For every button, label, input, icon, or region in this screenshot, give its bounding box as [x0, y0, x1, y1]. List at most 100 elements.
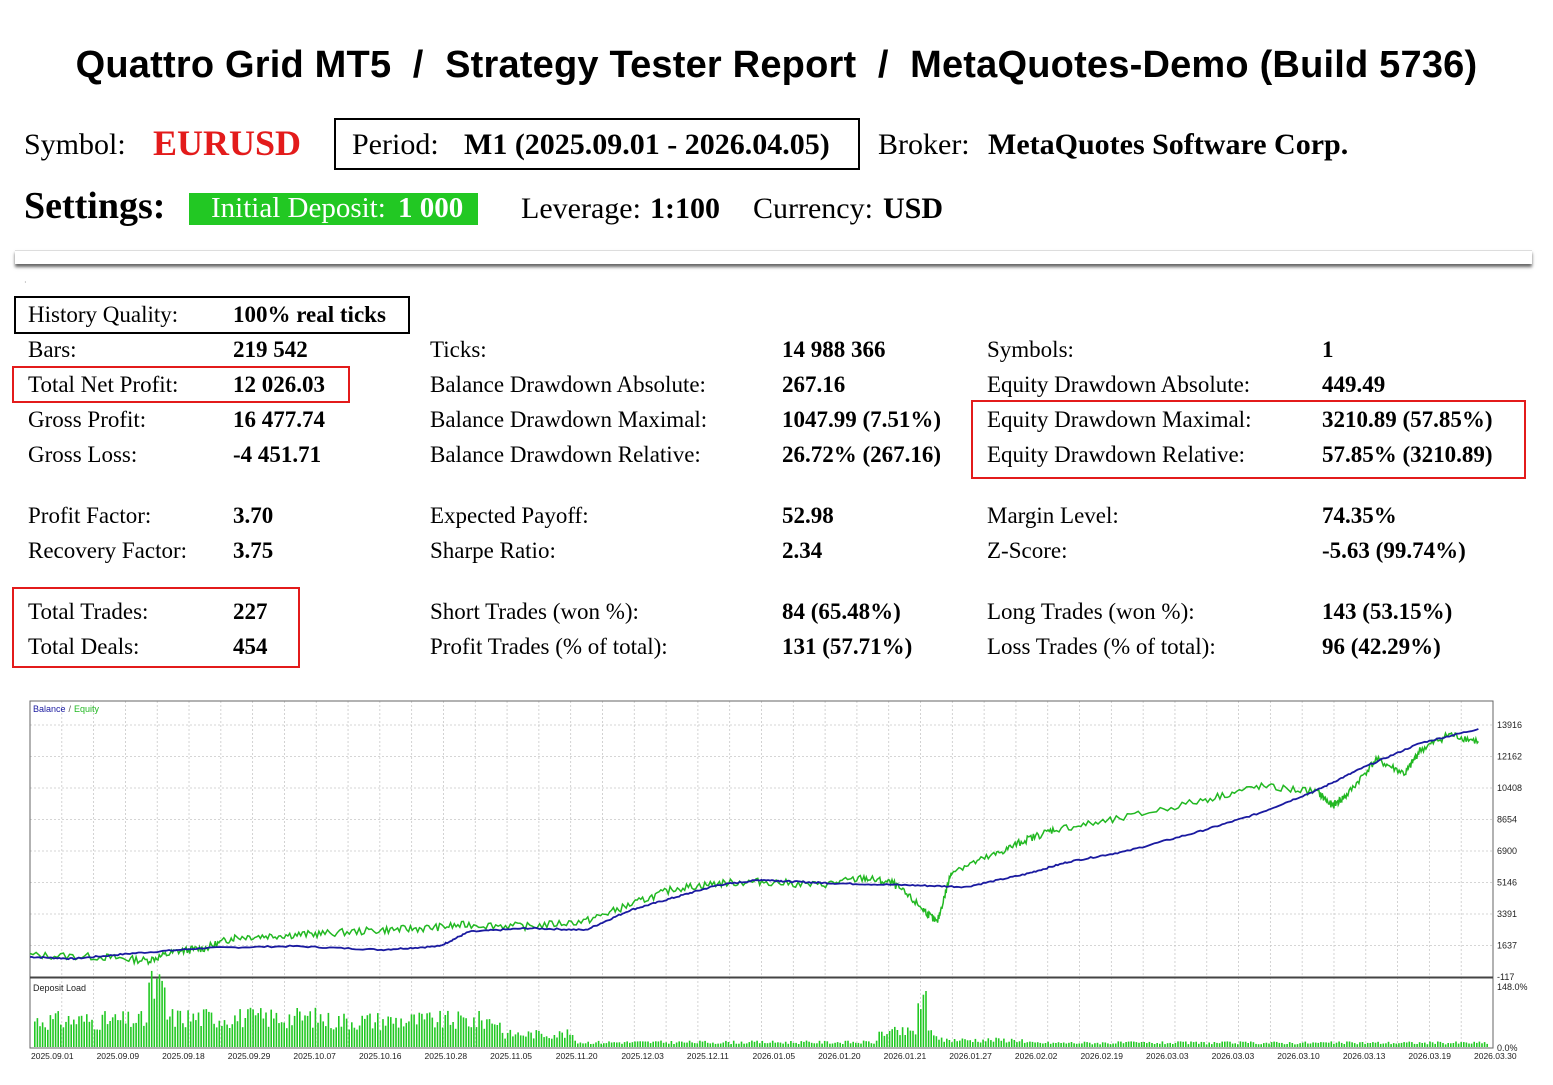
legend: Balance / Equity [33, 704, 100, 714]
deposit-load-bar [153, 998, 156, 1047]
x-tick-label: 2026.03.03 [1212, 1051, 1255, 1061]
deposit-load-bar [1086, 1042, 1088, 1047]
deposit-load-bar [75, 1024, 78, 1047]
deposit-load-bar [361, 1015, 363, 1047]
deposit-load-bar [1234, 1043, 1236, 1047]
deposit-load-bar [234, 1015, 236, 1047]
deposit-load-bar [166, 1019, 169, 1047]
deposit-load-bar [717, 1043, 719, 1047]
deposit-load-bar [797, 1044, 800, 1047]
long-trades-value: 143 (53.15%) [1322, 599, 1453, 624]
x-tick-label: 2026.02.02 [1015, 1051, 1058, 1061]
deposit-load-bar [449, 1024, 452, 1047]
deposit-load-bar [1268, 1043, 1270, 1047]
recovery-factor-label: Recovery Factor: [28, 538, 188, 563]
short-trades-value: 84 (65.48%) [782, 599, 901, 624]
deposit-load-bar [693, 1043, 696, 1047]
deposit-load-bar [683, 1042, 686, 1047]
deposit-load-bar [1226, 1041, 1229, 1047]
deposit-load-bar [982, 1039, 984, 1047]
deposit-load-bar [122, 1011, 124, 1047]
symbol-info-row: Symbol: EURUSD Period: M1 (2025.09.01 - … [0, 118, 1553, 172]
deposit-load-bar [260, 1008, 262, 1047]
deposit-load-bar [288, 1014, 291, 1047]
deposit-load-bar [878, 1031, 880, 1047]
deposit-load-bar [618, 1042, 621, 1047]
deposit-load-bar [1055, 1043, 1057, 1047]
deposit-load-bar [1117, 1041, 1120, 1047]
deposit-load-bar [343, 1013, 345, 1047]
deposit-load-bar [678, 1041, 680, 1047]
deposit-load-bar [914, 1034, 917, 1047]
deposit-load-bar [790, 1041, 792, 1047]
deposit-load-bar [782, 1043, 784, 1047]
deposit-load-bar [1483, 1042, 1486, 1047]
deposit-load-bar [174, 1026, 176, 1047]
deposit-load-bar [392, 1023, 395, 1047]
deposit-load-bar [706, 1042, 709, 1047]
deposit-load-bar [1450, 1043, 1452, 1047]
deposit-load-bar [1416, 1044, 1418, 1047]
deposit-load-bar [1192, 1042, 1195, 1047]
deposit-load-bar [1291, 1043, 1294, 1047]
deposit-load-bar [189, 1021, 192, 1047]
deposit-load-bar [221, 1025, 223, 1047]
deposit-load-bar [829, 1043, 831, 1047]
deposit-load-bar [670, 1041, 673, 1047]
deposit-load-bar [431, 1017, 434, 1047]
deposit-load-bar [810, 1042, 813, 1047]
deposit-load-bar [1283, 1044, 1286, 1047]
deposit-load-bar [426, 1013, 428, 1047]
deposit-load-bar [127, 1011, 130, 1047]
deposit-load-bar [1333, 1043, 1335, 1047]
x-tick-label: 2025.11.20 [556, 1051, 598, 1061]
deposit-load-bar [1431, 1042, 1434, 1047]
deposit-load-bar [1257, 1044, 1260, 1047]
gross-profit-value: 16 477.74 [233, 407, 325, 432]
deposit-load-bar [551, 1038, 553, 1047]
deposit-load-bar [1385, 1043, 1387, 1047]
deposit-load-bar [610, 1042, 613, 1047]
deposit-load-bar [434, 1027, 436, 1047]
chart-grid [30, 701, 1493, 1048]
deposit-load-bar [1317, 1042, 1320, 1047]
equity-dd-relative-value: 57.85% (3210.89) [1322, 442, 1493, 467]
deposit-load-title: Deposit Load [33, 983, 86, 993]
deposit-load-bar [1200, 1041, 1203, 1047]
deposit-load-bar [1288, 1042, 1291, 1047]
deposit-load-bar [1327, 1042, 1330, 1047]
deposit-load-bar [917, 1003, 919, 1047]
deposit-load-bar [1021, 1039, 1023, 1047]
deposit-load-bar [314, 1007, 317, 1047]
deposit-load-bar [519, 1035, 522, 1047]
deposit-load-bar [883, 1035, 886, 1047]
y-tick-label: 12162 [1497, 751, 1522, 761]
margin-level-value: 74.35% [1322, 503, 1397, 528]
deposit-load-bar [1275, 1041, 1278, 1047]
z-score-value: -5.63 (99.74%) [1322, 538, 1466, 563]
deposit-load-bar [842, 1044, 844, 1047]
deposit-load-bar [930, 1030, 932, 1047]
deposit-load-bar [577, 1043, 579, 1047]
deposit-load-bar [470, 1027, 473, 1047]
deposit-load-bar [226, 1024, 228, 1047]
deposit-load-bar [925, 991, 927, 1047]
x-tick-labels: 2025.09.01 2025.09.09 2025.09.18 2025.09.29… [31, 1051, 1517, 1061]
deposit-load-bar [88, 1021, 91, 1047]
deposit-load-bar [93, 1029, 96, 1047]
deposit-load-bar [501, 1032, 504, 1047]
deposit-load-bar [909, 1030, 912, 1047]
deposit-load-bar [187, 1010, 189, 1047]
deposit-load-bar [413, 1014, 415, 1047]
deposit-load-bar [1127, 1041, 1130, 1047]
deposit-load-bar [441, 1027, 444, 1047]
deposit-load-bar [764, 1043, 766, 1047]
legend-balance: Balance [33, 704, 66, 714]
equity-dd-maximal-value: 3210.89 (57.85%) [1322, 407, 1493, 432]
deposit-load-bar [943, 1041, 945, 1047]
x-tick-label: 2025.09.18 [162, 1051, 205, 1061]
deposit-load-bar [184, 1027, 187, 1047]
deposit-load-bar [1309, 1043, 1312, 1047]
balance-dd-absolute-value: 267.16 [782, 372, 846, 397]
deposit-load-bar [1465, 1042, 1468, 1047]
